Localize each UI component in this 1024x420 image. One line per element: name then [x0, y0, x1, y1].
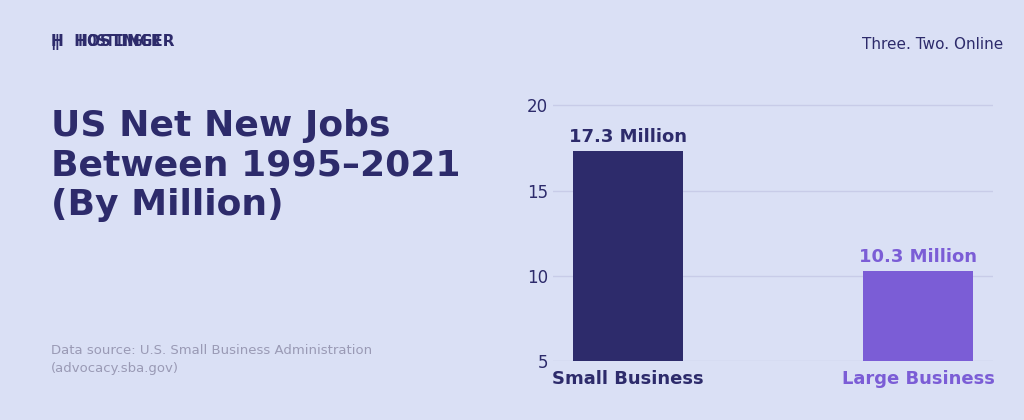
- Text: Data source: U.S. Small Business Administration
(advocacy.sba.gov): Data source: U.S. Small Business Adminis…: [51, 344, 373, 375]
- Text: H  HOSTINGER: H HOSTINGER: [51, 34, 175, 49]
- Text: Three. Two. Online: Three. Two. Online: [862, 37, 1004, 52]
- Bar: [863, 271, 973, 361]
- Text: ‖  HOSTINGER: ‖ HOSTINGER: [51, 34, 161, 50]
- Bar: [573, 151, 683, 361]
- Text: US Net New Jobs
Between 1995–2021
(By Million): US Net New Jobs Between 1995–2021 (By Mi…: [51, 109, 461, 222]
- Text: 10.3 Million: 10.3 Million: [859, 248, 977, 265]
- Text: 17.3 Million: 17.3 Million: [569, 128, 687, 146]
